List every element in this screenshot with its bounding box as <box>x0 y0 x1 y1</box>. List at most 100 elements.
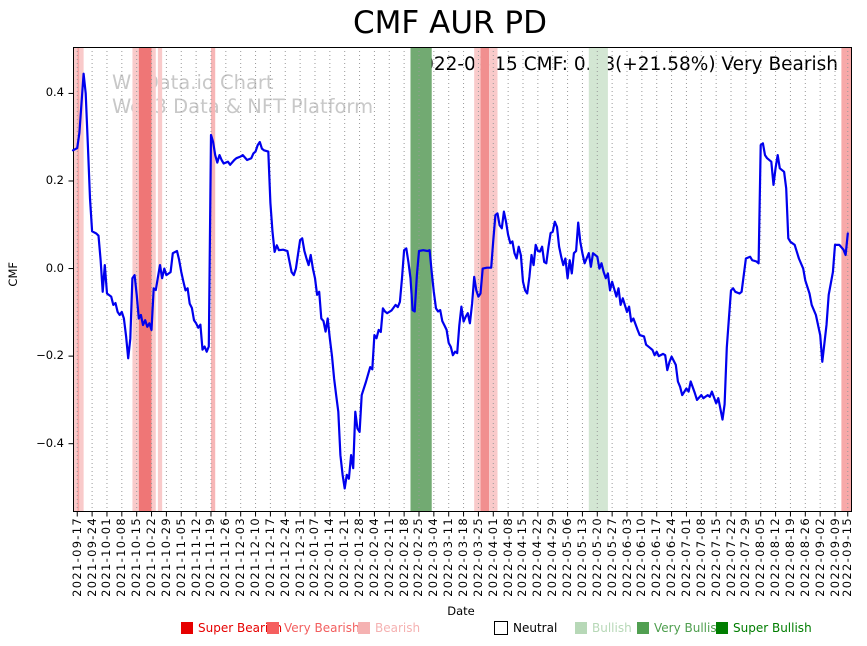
x-tick-label: 2021-12-24 <box>277 517 292 597</box>
plot-frame <box>73 47 852 512</box>
signal-band-very_bullish <box>410 47 432 512</box>
x-tick-label: 2022-06-03 <box>619 517 634 597</box>
signal-band-bearish <box>210 47 216 512</box>
x-tick-label: 2022-03-04 <box>426 517 441 597</box>
legend-label: Super Bearish <box>198 621 283 635</box>
x-tick-label: 2022-03-11 <box>441 517 456 597</box>
chart-title: CMF AUR PD <box>353 5 547 41</box>
legend-swatch-icon <box>575 622 587 634</box>
x-tick-label: 2021-11-19 <box>203 517 218 597</box>
x-tick-label: 2021-11-12 <box>188 517 203 597</box>
signal-band-very_bearish <box>480 47 490 512</box>
legend-label: Very Bearish <box>284 621 360 635</box>
x-tick-label: 2022-01-21 <box>337 517 352 597</box>
x-tick-label: 2022-05-13 <box>574 517 589 597</box>
x-tick-label: 2022-02-18 <box>396 517 411 597</box>
x-tick-label: 2022-06-17 <box>649 517 664 597</box>
y-tick-label: 0.0 <box>45 260 64 275</box>
legend-swatch-icon <box>358 622 370 634</box>
signal-band-very_bearish <box>841 47 852 512</box>
x-tick-label: 2022-07-01 <box>678 517 693 597</box>
signal-band-bearish <box>157 47 163 512</box>
x-tick-label: 2022-05-27 <box>604 517 619 597</box>
x-tick-label: 2021-10-15 <box>129 517 144 597</box>
x-tick-label: 2022-04-15 <box>515 517 530 597</box>
legend-label: Bullish <box>592 621 632 635</box>
x-tick-label: 2021-10-29 <box>158 517 173 597</box>
x-tick-label: 2022-08-19 <box>782 517 797 597</box>
y-tick-label: 0.2 <box>45 172 64 187</box>
x-tick-label: 2022-04-29 <box>545 517 560 597</box>
x-tick-label: 2022-01-28 <box>352 517 367 597</box>
x-tick-label: 2022-05-20 <box>589 517 604 597</box>
x-tick-label: 2021-09-17 <box>69 517 84 597</box>
x-tick-label: 2022-02-25 <box>411 517 426 597</box>
x-tick-label: 2021-11-26 <box>218 517 233 597</box>
legend-swatch-icon <box>267 622 279 634</box>
legend-label: Bearish <box>375 621 421 635</box>
x-tick-label: 2022-08-26 <box>797 517 812 597</box>
legend-item-very-bullish: Very Bullish <box>637 621 724 635</box>
legend-item-super-bearish: Super Bearish <box>181 621 282 635</box>
legend-item-very-bearish: Very Bearish <box>267 621 360 635</box>
watermark-line-2: Web3 Data & NFT Platform <box>112 95 374 118</box>
signal-bands <box>73 47 852 512</box>
x-tick-label: 2022-04-22 <box>530 517 545 597</box>
x-tick-label: 2022-05-06 <box>560 517 575 597</box>
x-tick-label: 2022-06-24 <box>664 517 679 597</box>
legend-swatch-icon <box>716 622 728 634</box>
legend-item-super-bullish: Super Bullish <box>716 621 812 635</box>
x-tick-label: 2021-12-10 <box>248 517 263 597</box>
cmf-line <box>71 72 849 490</box>
x-tick-label: 2022-07-08 <box>693 517 708 597</box>
y-tick-label: 0.4 <box>45 85 64 100</box>
legend-swatch-icon <box>181 622 193 634</box>
x-tick-label: 2022-04-08 <box>500 517 515 597</box>
x-tick-label: 2021-12-31 <box>292 517 307 597</box>
legend-swatch-icon <box>494 621 508 635</box>
x-tick-label: 2021-10-01 <box>99 517 114 597</box>
x-tick-label: 2021-12-17 <box>262 517 277 597</box>
gridlines <box>76 47 849 512</box>
y-tick-label: −0.4 <box>36 435 64 450</box>
signal-band-bearish <box>151 47 156 512</box>
x-tick-label: 2022-09-02 <box>812 517 827 597</box>
x-tick-label: 2021-09-24 <box>84 517 99 597</box>
signal-band-bearish <box>79 47 84 512</box>
x-tick-label: 2022-01-14 <box>322 517 337 597</box>
legend-label: Very Bullish <box>654 621 725 635</box>
signal-band-bullish <box>588 47 608 512</box>
x-tick-label: 2022-04-01 <box>485 517 500 597</box>
legend-item-bearish: Bearish <box>358 621 420 635</box>
x-tick-label: 2021-10-08 <box>114 517 129 597</box>
x-tick-label: 2021-12-03 <box>233 517 248 597</box>
signal-band-very_bearish <box>77 47 80 512</box>
y-tick-label: −0.2 <box>36 348 64 363</box>
legend-swatch-icon <box>637 622 649 634</box>
signal-band-bearish <box>474 47 481 512</box>
x-tick-label: 2022-08-12 <box>768 517 783 597</box>
x-tick-label: 2022-06-10 <box>634 517 649 597</box>
legend-label: Super Bullish <box>733 621 812 635</box>
x-axis-label: Date <box>447 604 475 618</box>
x-tick-label: 2022-07-29 <box>738 517 753 597</box>
x-tick-label: 2022-02-11 <box>381 517 396 597</box>
x-tick-label: 2022-07-15 <box>708 517 723 597</box>
plot-area <box>68 47 852 517</box>
x-tick-label: 2022-03-25 <box>470 517 485 597</box>
signal-band-bearish <box>73 47 78 512</box>
x-tick-label: 2021-10-22 <box>144 517 159 597</box>
x-tick-label: 2022-07-22 <box>723 517 738 597</box>
x-tick-label: 2022-01-07 <box>307 517 322 597</box>
x-tick-label: 2021-11-05 <box>173 517 188 597</box>
legend-item-neutral: Neutral <box>494 621 557 635</box>
x-tick-label: 2022-08-05 <box>753 517 768 597</box>
signal-band-super_bearish <box>138 47 152 512</box>
x-tick-label: 2022-09-15 <box>840 517 855 597</box>
legend-label: Neutral <box>513 621 558 635</box>
x-tick-label: 2022-03-18 <box>456 517 471 597</box>
legend-item-bullish: Bullish <box>575 621 632 635</box>
x-tick-label: 2022-02-04 <box>366 517 381 597</box>
tick-marks <box>68 92 849 517</box>
